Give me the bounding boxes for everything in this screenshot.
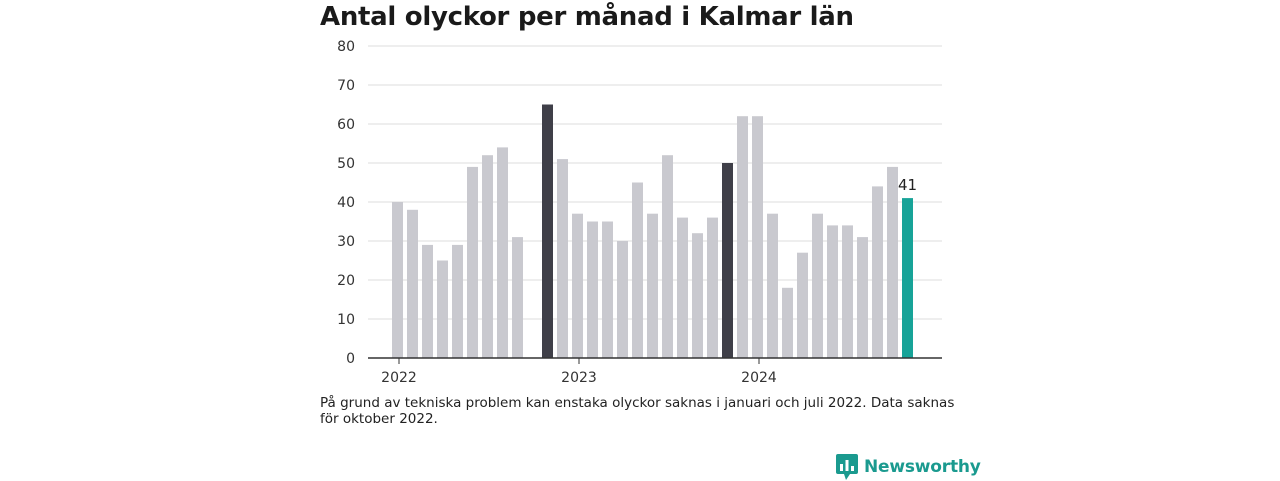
bar (782, 287, 793, 358)
footnote: På grund av tekniska problem kan enstaka… (320, 395, 955, 427)
bar (407, 209, 418, 358)
bar (557, 159, 568, 358)
bar (677, 217, 688, 358)
bar (392, 202, 403, 358)
y-tick-label: 30 (337, 234, 355, 250)
bar (542, 104, 553, 358)
bar (812, 213, 823, 358)
bar (647, 213, 658, 358)
bar (842, 225, 853, 358)
y-tick-label: 40 (337, 195, 355, 211)
bar (767, 213, 778, 358)
y-tick-label: 10 (337, 312, 355, 328)
x-tick-label: 2024 (741, 370, 777, 386)
x-tick-label: 2023 (561, 370, 597, 386)
bar (512, 237, 523, 358)
bar (602, 221, 613, 358)
bar (737, 116, 748, 358)
bar-chart: 0 10 20 30 40 50 60 70 80 2022 2023 2024 41 (337, 39, 942, 386)
y-tick-label: 20 (337, 273, 355, 289)
bar (632, 182, 643, 358)
bar (707, 217, 718, 358)
bar (572, 213, 583, 358)
bar (902, 198, 913, 358)
bar (467, 166, 478, 358)
x-tick-label: 2022 (381, 370, 417, 386)
last-value-label: 41 (898, 176, 917, 194)
bar (497, 147, 508, 358)
y-axis-ticks: 0 10 20 30 40 50 60 70 80 (337, 39, 355, 367)
bar (587, 221, 598, 358)
bar (857, 237, 868, 358)
y-tick-label: 80 (337, 39, 355, 55)
chart-title: Antal olyckor per månad i Kalmar län (320, 2, 854, 32)
brand-name: Newsworthy (864, 457, 981, 477)
bar (887, 166, 898, 358)
bar (752, 116, 763, 358)
bars (392, 104, 913, 358)
y-tick-label: 50 (337, 156, 355, 172)
bar (872, 186, 883, 358)
y-tick-label: 0 (346, 351, 355, 367)
bar (722, 163, 733, 358)
bar (662, 155, 673, 358)
y-tick-label: 70 (337, 78, 355, 94)
bar-chart-speech-bubble-icon (836, 454, 858, 480)
x-axis: 2022 2023 2024 (368, 357, 942, 386)
bar (482, 155, 493, 358)
bar (827, 225, 838, 358)
brand-logo[interactable]: Newsworthy (836, 453, 981, 481)
y-tick-label: 60 (337, 117, 355, 133)
data-labels: 41 (898, 176, 917, 194)
bar (617, 241, 628, 358)
bar (452, 244, 463, 358)
bar (437, 260, 448, 358)
bar (692, 233, 703, 358)
bar (797, 252, 808, 358)
bar (422, 244, 433, 358)
